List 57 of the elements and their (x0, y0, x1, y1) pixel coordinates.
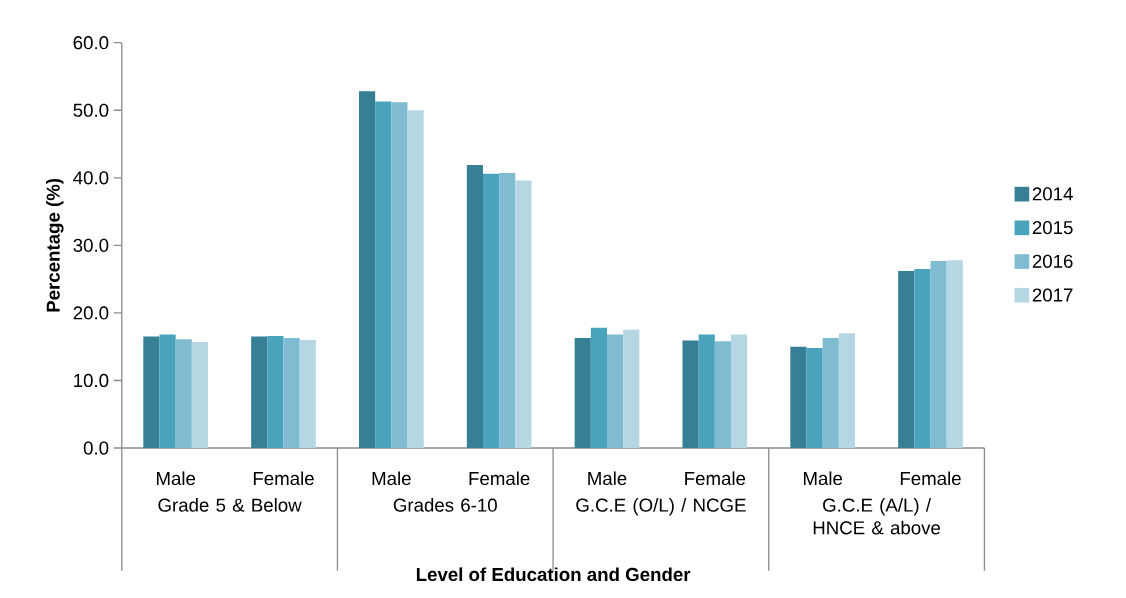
y-tick-label: 60.0 (73, 36, 109, 50)
bar (574, 337, 591, 449)
x-tick-label: Female (900, 471, 961, 486)
bar (698, 334, 715, 449)
bar (607, 334, 624, 449)
bar (267, 335, 284, 449)
bar (391, 102, 408, 449)
bar (143, 336, 160, 449)
y-tick-label: 20.0 (73, 306, 109, 320)
bar (159, 334, 176, 449)
text: Grade 5 & Below (158, 498, 302, 512)
bar (482, 173, 500, 449)
bar (590, 327, 607, 449)
x-tick-label: Female (469, 471, 530, 486)
bar (499, 173, 516, 449)
y-tick-label: 50.0 (73, 103, 109, 117)
x-tick-label: Male (803, 471, 843, 486)
bar (714, 341, 732, 449)
x-axis-title: Level of Education and Gender (416, 567, 691, 582)
bar (946, 260, 963, 449)
legend-label: 2016 (1032, 254, 1073, 268)
bar (731, 334, 748, 449)
bar (822, 337, 839, 449)
bar (283, 337, 300, 449)
text: Grades 6-10 (393, 498, 497, 512)
y-tick-label: 10.0 (74, 373, 109, 388)
bar (623, 329, 640, 449)
bar (251, 336, 268, 449)
x-tick-label: Female (685, 471, 746, 486)
bar (407, 110, 424, 449)
bar (466, 164, 483, 449)
y-tick-label: 40.0 (73, 171, 109, 185)
y-tick-label: 0.0 (83, 441, 109, 455)
bar (838, 333, 856, 449)
bar (375, 101, 392, 449)
legend-label: 2017 (1032, 288, 1073, 302)
y-tick-label: 30.0 (73, 238, 109, 252)
bar (790, 346, 807, 449)
bar (515, 180, 532, 449)
bar (191, 341, 209, 449)
bar (914, 269, 931, 449)
x-tick-label: Male (588, 471, 627, 486)
bar (299, 339, 316, 449)
x-tick-label: Male (156, 471, 196, 486)
bar (898, 271, 915, 449)
legend-label: 2015 (1032, 220, 1073, 235)
x-tick-label: Male (372, 471, 411, 486)
legend-label: 2014 (1032, 187, 1073, 201)
bar (358, 91, 376, 449)
y-axis-title: Percentage (%) (46, 178, 64, 312)
text: G.C.E (O/L) / NCGE (576, 498, 746, 516)
x-tick-label: Female (253, 471, 314, 486)
text: G.C.E (A/L) / HNCE & above (813, 498, 941, 535)
bar (175, 339, 192, 449)
bar (930, 260, 947, 449)
bar (806, 348, 823, 449)
bar (682, 340, 699, 449)
